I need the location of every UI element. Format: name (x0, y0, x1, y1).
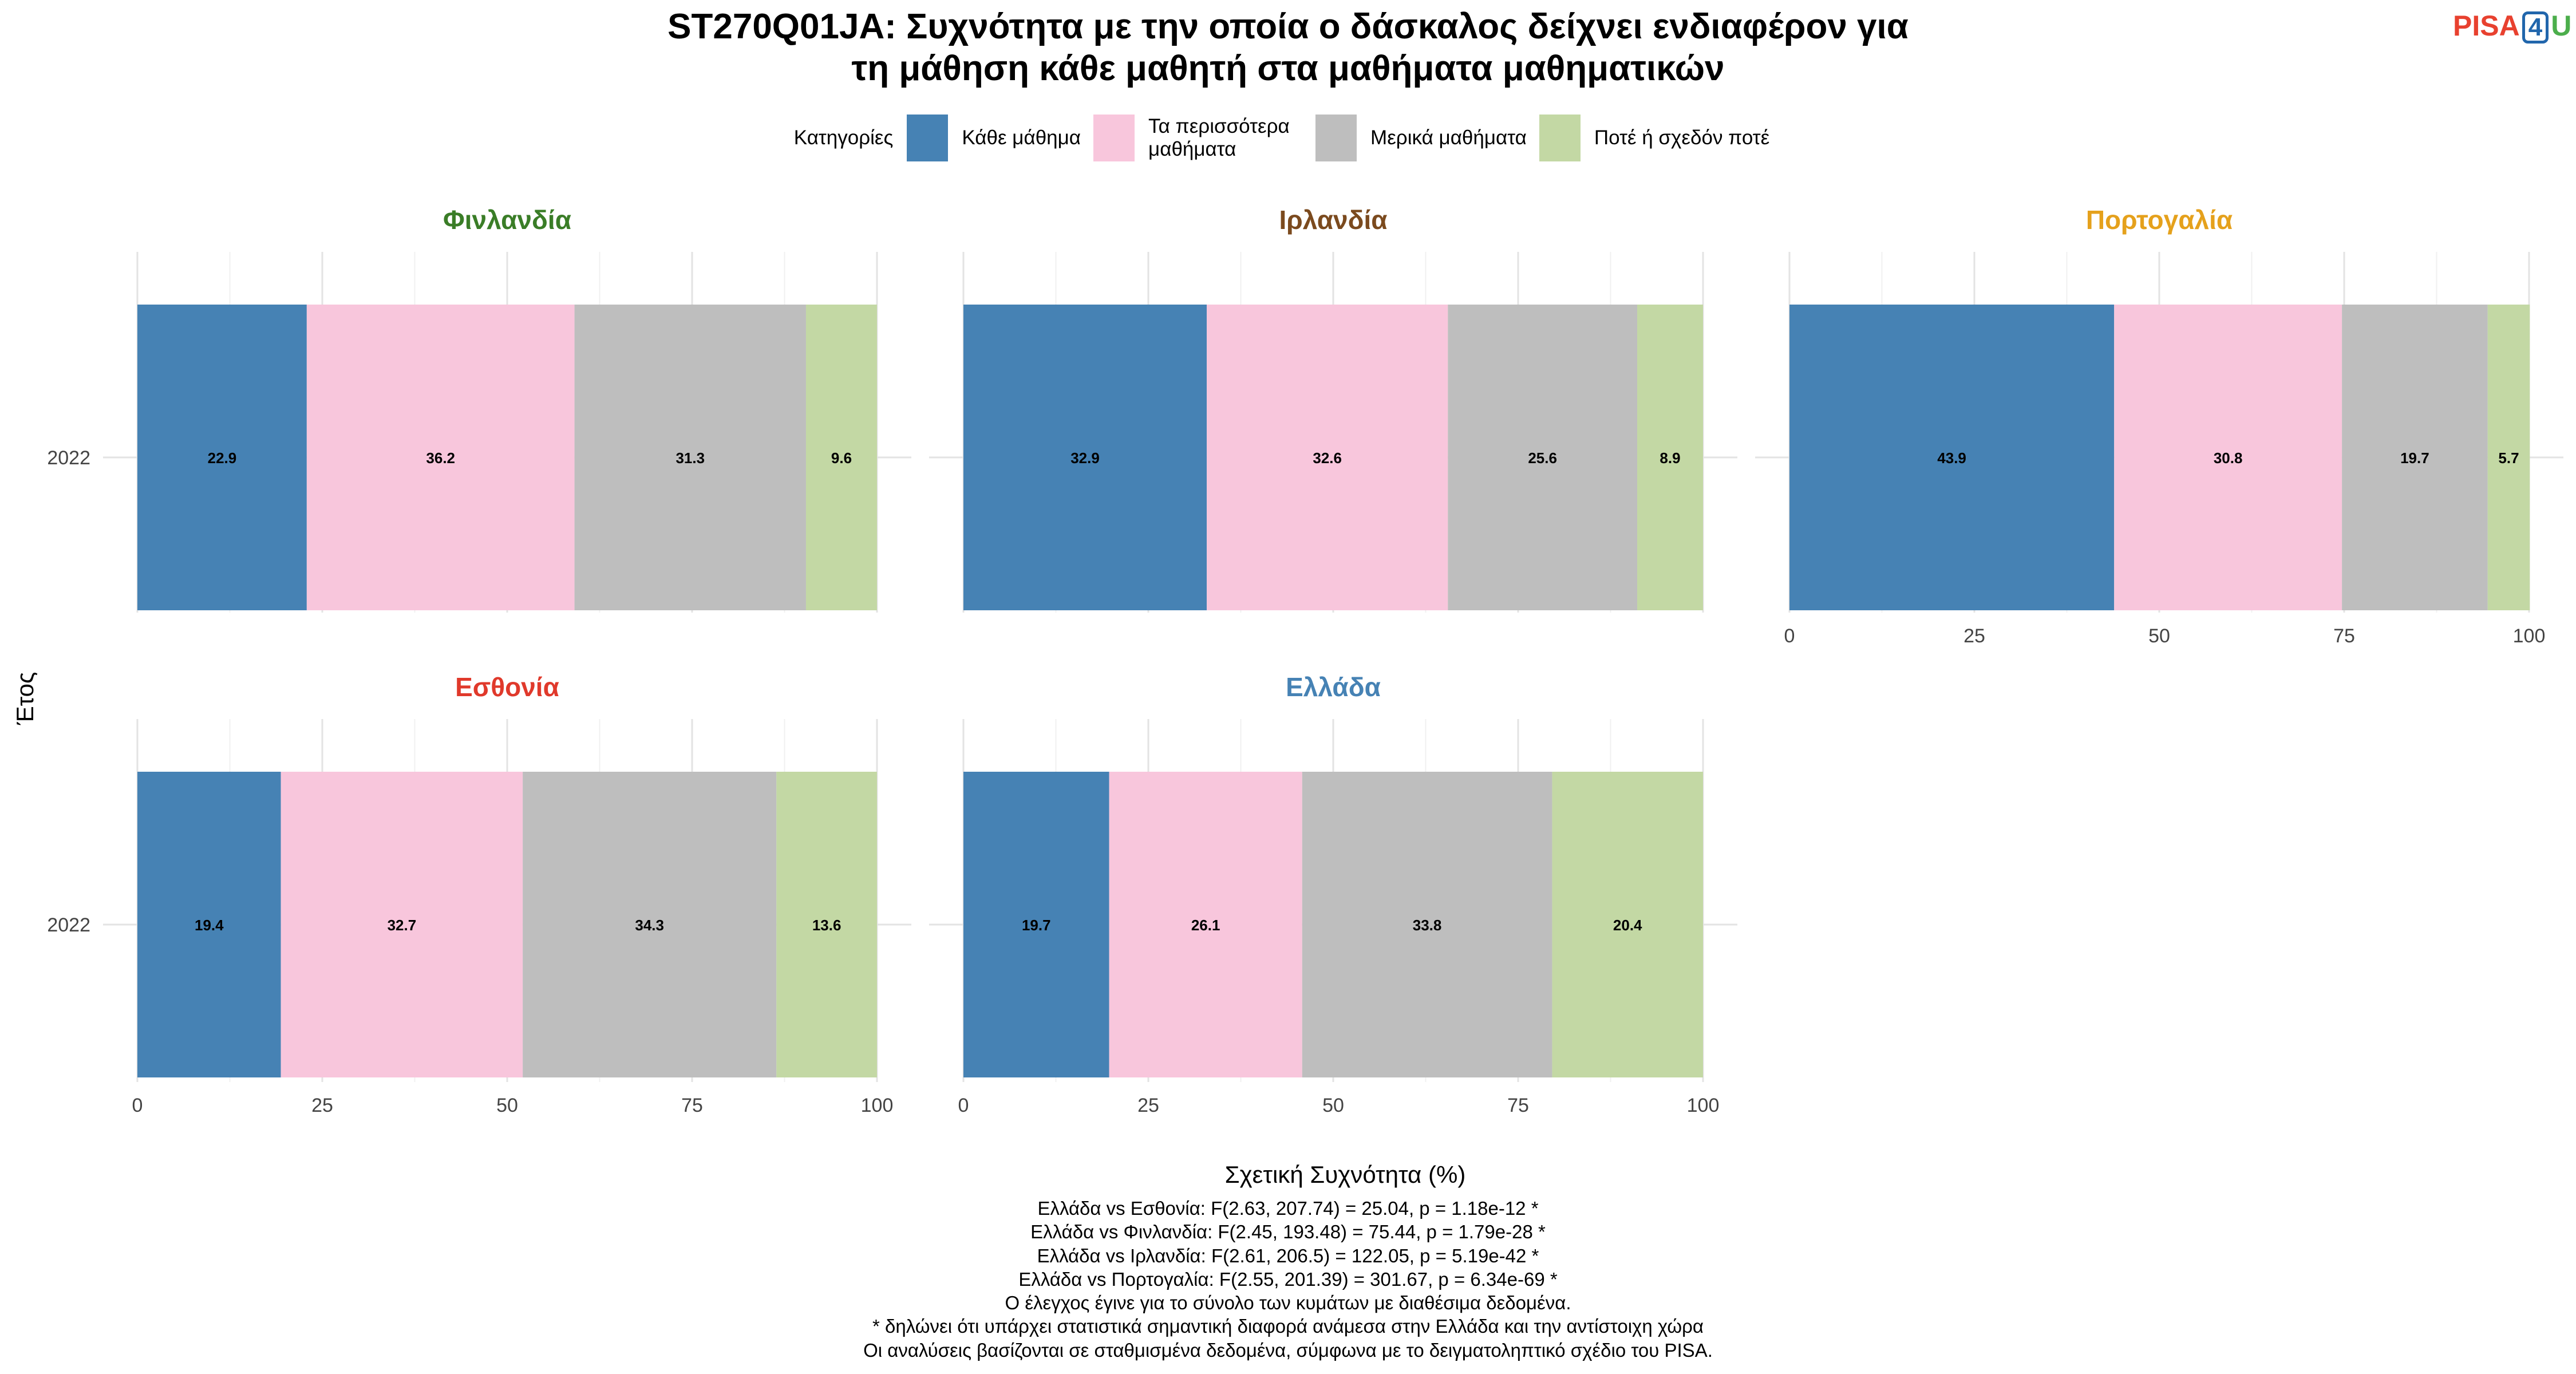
bar-segment (963, 772, 1109, 1077)
data-label: 31.3 (675, 449, 705, 467)
footnote-line: Ο έλεγχος έγινε για το σύνολο των κυμάτω… (1005, 1292, 1571, 1313)
bar-segment (306, 305, 575, 610)
footnote-line: * δηλώνει ότι υπάρχει στατιστικά σημαντι… (872, 1316, 1704, 1337)
panel-title: Εσθονία (455, 672, 559, 702)
footnote-line: Ελλάδα vs Ιρλανδία: F(2.61, 206.5) = 122… (1037, 1245, 1539, 1266)
chart-title-line-2: τη μάθηση κάθε μαθητή στα μαθήματα μαθημ… (851, 49, 1725, 89)
legend-swatch (1093, 114, 1135, 161)
bar-segment (574, 305, 806, 610)
bar-segment (280, 772, 523, 1077)
footnote-line: Οι αναλύσεις βασίζονται σε σταθμισμένα δ… (863, 1339, 1713, 1361)
panel-title: Ελλάδα (1286, 672, 1381, 702)
legend-item-every-lesson: Κάθε μάθημα (907, 114, 1081, 161)
bar-segment (1789, 305, 2115, 610)
data-label: 13.6 (812, 917, 841, 934)
data-label: 34.3 (635, 917, 664, 934)
data-label: 26.1 (1191, 917, 1220, 934)
data-label: 22.9 (208, 449, 237, 467)
data-label: 19.4 (195, 917, 224, 934)
x-tick-label: 0 (958, 1095, 969, 1116)
data-label: 36.2 (426, 449, 455, 467)
bar-segment (2342, 305, 2488, 610)
x-tick-label: 50 (496, 1095, 518, 1116)
bar-segment (1207, 305, 1448, 610)
x-tick-label: 100 (861, 1095, 894, 1116)
x-tick-label: 25 (311, 1095, 333, 1116)
bar-segment (776, 772, 877, 1077)
data-label: 19.7 (1022, 917, 1051, 934)
data-label: 20.4 (1613, 917, 1642, 934)
bar-segment (2487, 305, 2530, 610)
data-label: 32.6 (1313, 449, 1342, 467)
bar-segment (1552, 772, 1703, 1077)
footnote-line: Ελλάδα vs Εσθονία: F(2.63, 207.74) = 25.… (1037, 1198, 1539, 1219)
bar-segment (523, 772, 777, 1077)
panel-title: Πορτογαλία (2086, 205, 2233, 235)
footnote-line: Ελλάδα vs Πορτογαλία: F(2.55, 201.39) = … (1018, 1268, 1558, 1290)
pisa4u-logo: PISA 4 U (2453, 9, 2571, 44)
bar-segment (1109, 772, 1302, 1077)
bar-segment (137, 305, 307, 610)
legend-title: Κατηγορίες (793, 127, 894, 149)
legend-swatch (1539, 114, 1581, 161)
bar-segment (1302, 772, 1552, 1077)
legend-swatch (907, 114, 949, 161)
x-tick-label: 25 (1963, 625, 1985, 647)
bar-segment (2114, 305, 2342, 610)
y-tick-label: 2022 (47, 914, 90, 936)
legend-label: Τα περισσότερα μαθήματα (1148, 114, 1290, 160)
x-tick-label: 75 (2333, 625, 2355, 647)
footnote-line: Ελλάδα vs Φινλανδία: F(2.45, 193.48) = 7… (1030, 1221, 1546, 1243)
x-tick-label: 0 (1784, 625, 1795, 647)
bar-segment (1637, 305, 1703, 610)
bar-segment (137, 772, 281, 1077)
data-label: 9.6 (831, 449, 852, 467)
y-tick-label: 2022 (47, 447, 90, 469)
bar-segment (963, 305, 1207, 610)
x-tick-label: 0 (132, 1095, 143, 1116)
data-label: 5.7 (2498, 449, 2519, 467)
footnotes: Ελλάδα vs Εσθονία: F(2.63, 207.74) = 25.… (0, 1197, 2576, 1362)
legend-label: Κάθε μάθημα (962, 126, 1081, 149)
x-axis-title: Σχετική Συχνότητα (%) (1225, 1161, 1466, 1188)
legend: Κατηγορίες Κάθε μάθημα Τα περισσότερα μα… (0, 114, 2576, 161)
data-label: 33.8 (1413, 917, 1442, 934)
x-tick-label: 100 (1687, 1095, 1720, 1116)
legend-item-some-lessons: Μερικά μαθήματα (1315, 114, 1527, 161)
data-label: 25.6 (1528, 449, 1557, 467)
legend-swatch (1315, 114, 1357, 161)
chart-title-line-1: ST270Q01JA: Συχνότητα με την οποία ο δάσ… (667, 7, 1909, 46)
x-tick-label: 75 (681, 1095, 703, 1116)
x-tick-label: 100 (2513, 625, 2546, 647)
bar-segment (805, 305, 877, 610)
x-tick-label: 50 (1322, 1095, 1344, 1116)
panel-title: Ιρλανδία (1279, 205, 1387, 235)
bar-segment (1448, 305, 1638, 610)
legend-label: Μερικά μαθήματα (1370, 126, 1527, 149)
chart-title: ST270Q01JA: Συχνότητα με την οποία ο δάσ… (0, 6, 2576, 89)
x-tick-label: 50 (2148, 625, 2170, 647)
data-label: 32.9 (1070, 449, 1100, 467)
data-label: 19.7 (2400, 449, 2429, 467)
x-tick-label: 25 (1137, 1095, 1159, 1116)
legend-item-most-lessons: Τα περισσότερα μαθήματα (1093, 114, 1303, 161)
data-label: 30.8 (2214, 449, 2243, 467)
panel-title: Φινλανδία (443, 205, 571, 235)
legend-item-never: Ποτέ ή σχεδόν ποτέ (1539, 114, 1769, 161)
y-axis-title: Έτος (11, 672, 38, 726)
legend-label: Ποτέ ή σχεδόν ποτέ (1594, 126, 1770, 149)
x-tick-label: 75 (1507, 1095, 1529, 1116)
data-label: 8.9 (1660, 449, 1680, 467)
data-label: 43.9 (1937, 449, 1966, 467)
data-label: 32.7 (388, 917, 417, 934)
